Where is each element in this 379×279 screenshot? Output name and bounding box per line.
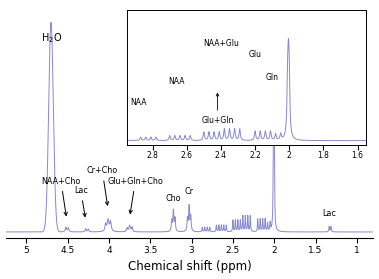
- Text: NAA: NAA: [264, 93, 283, 102]
- Text: Cr+Cho: Cr+Cho: [87, 166, 118, 205]
- Text: H$_2$O: H$_2$O: [41, 31, 62, 45]
- Text: NAA+Cho: NAA+Cho: [41, 177, 81, 216]
- Text: Glu+Gln+Cho: Glu+Gln+Cho: [107, 177, 163, 213]
- Text: Cho: Cho: [166, 194, 181, 203]
- X-axis label: Chemical shift (ppm): Chemical shift (ppm): [128, 260, 251, 273]
- Text: Lac: Lac: [323, 209, 337, 218]
- Text: Cr: Cr: [185, 187, 194, 196]
- Text: Lac: Lac: [74, 186, 88, 217]
